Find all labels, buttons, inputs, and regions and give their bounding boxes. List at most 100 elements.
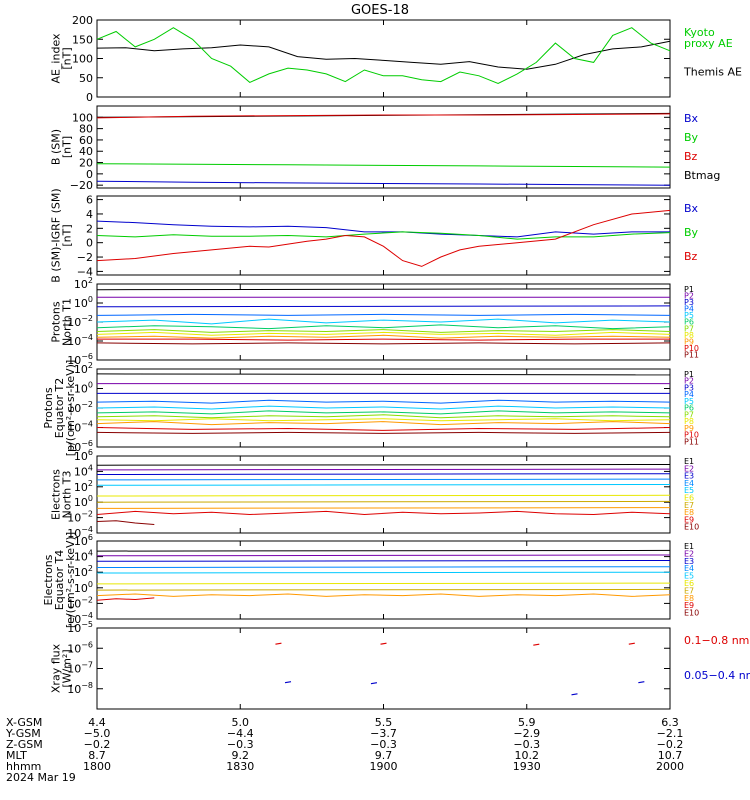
series-line [96,410,671,415]
legend-entry: P11 [684,437,699,446]
y-tick-label: 0 [86,168,93,181]
legend-entry: By [684,226,699,239]
y-axis-label: [nT] [61,136,74,158]
series-line [96,288,671,291]
legend-entry: P4 [684,390,694,399]
x-axis-tick-value: −0.3 [227,738,254,751]
series-line [96,399,671,404]
legend-entry: P4 [684,305,694,314]
series-line [96,494,671,497]
legend-entry: P7 [684,410,694,419]
panel-frame [96,105,671,189]
x-axis-tick-value: 1930 [513,760,541,773]
legend-entry: P3 [684,298,694,307]
legend-entry: E10 [684,523,699,532]
legend-entry: 0.05−0.4 nm [684,669,750,682]
series-line [96,554,671,557]
x-axis-row-label: Y-GSM [5,727,41,740]
legend-entry: By [684,131,699,144]
x-axis-tick-value: −2.1 [657,727,684,740]
x-axis-tick-value: −5.0 [84,727,111,740]
y-tick-label: 6 [86,194,93,207]
legend-entry: P6 [684,404,694,413]
legend-entry: P9 [684,337,694,346]
series-line [96,473,671,475]
legend-entry: E9 [684,515,694,524]
y-axis-label: North T1 [61,298,74,346]
legend-entry: E3 [684,472,694,481]
series-line [96,431,671,434]
legend-entry: P1 [684,370,694,379]
y-tick-label: 100 [74,295,93,310]
series-line [96,549,671,552]
y-axis-label: B (SM)-IGRF (SM) [50,188,63,282]
data-point [275,642,282,645]
legend-entry: E1 [684,542,694,551]
y-tick-label: 10−5 [67,620,93,635]
x-axis-row-label: X-GSM [6,716,42,729]
legend-entry: E6 [684,494,694,503]
series-line [96,500,671,503]
data-point [284,681,292,684]
y-tick-label: 0 [86,91,93,104]
y-axis-label: [p/(cm²-s-sr-keV)] [64,360,77,457]
x-axis-tick-value: 4.4 [88,716,106,729]
panel-frame [96,455,671,534]
x-axis-tick-value: 9.7 [375,749,393,762]
series-line [96,180,671,186]
x-axis-tick-value: 6.3 [661,716,679,729]
x-axis-tick-value: −2.9 [513,727,540,740]
legend-entry: P9 [684,424,694,433]
legend-entry: P10 [684,344,699,353]
series-line [96,510,671,516]
y-tick-label: 102 [74,276,93,291]
y-axis-label: Electrons [50,469,63,520]
panel-3: 642 0−2−4 B (SM)-IGRF (SM)[nT] Bx By Bz [50,188,699,282]
legend-entry: E5 [684,486,694,495]
series-line [96,113,671,119]
legend-entry: Bz [684,150,698,163]
y-axis-label: Xray flux [50,643,63,693]
legend-entry: P10 [684,431,699,440]
legend-entry: Kyoto [684,26,715,39]
y-tick-label: 106 [74,448,93,463]
y-tick-label: 100 [72,53,93,66]
series-line [96,313,671,316]
legend-entry: E5 [684,572,694,581]
series-line [96,334,671,339]
x-axis-tick-value: 1830 [226,760,254,773]
y-axis-label: Electrons [42,554,55,605]
series-line [96,318,671,325]
legend-entry: E9 [684,601,694,610]
panel-frame [96,19,671,98]
series-line [96,421,671,426]
series-line [96,331,671,336]
legend-entry: Bz [684,250,698,263]
legend-entry: E2 [684,464,694,473]
series-line [96,220,670,238]
y-tick-label: 4 [86,208,93,221]
x-axis-row-label: MLT [6,749,27,762]
legend-entry: Themis AE [683,65,742,78]
series-line [96,427,671,431]
data-point [628,642,635,645]
y-tick-label: 80 [79,123,93,136]
series-line [96,588,671,591]
legend-entry: E4 [684,564,694,573]
legend-entry: P8 [684,331,694,340]
y-tick-label: 100 [72,111,93,124]
series-line [96,342,671,345]
y-axis-label: [nT] [61,224,74,246]
x-axis-tick-value: −3.7 [370,727,397,740]
series-line [96,27,671,85]
legend-entry: E6 [684,579,694,588]
legend-entry: P2 [684,292,694,301]
legend-entry: P5 [684,311,694,320]
legend-entry: Bx [684,112,699,125]
y-tick-label: 150 [72,33,93,46]
y-tick-label: 104 [74,463,93,478]
series-line [96,468,671,471]
legend-entry: 0.1−0.8 nm [684,634,749,647]
